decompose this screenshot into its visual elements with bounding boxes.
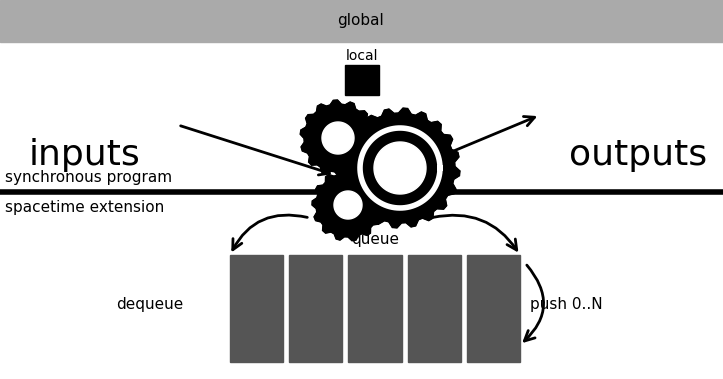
Polygon shape: [334, 191, 362, 219]
Text: local: local: [346, 49, 378, 63]
Bar: [0, 0, 723, 42]
Text: inputs: inputs: [29, 138, 141, 172]
Polygon shape: [374, 142, 426, 194]
Text: spacetime extension: spacetime extension: [5, 200, 164, 215]
Text: outputs: outputs: [569, 138, 707, 172]
Polygon shape: [322, 122, 354, 154]
Polygon shape: [340, 108, 460, 228]
Polygon shape: [312, 169, 384, 241]
Text: synchronous program: synchronous program: [5, 170, 172, 185]
Bar: [408, 255, 461, 362]
Bar: [348, 255, 401, 362]
Text: global: global: [338, 14, 385, 28]
Polygon shape: [300, 100, 376, 176]
Text: dequeue: dequeue: [116, 298, 184, 313]
Bar: [345, 65, 379, 95]
Bar: [467, 255, 520, 362]
Bar: [289, 255, 343, 362]
Text: queue: queue: [351, 232, 399, 247]
Bar: [230, 255, 283, 362]
Text: push 0..N: push 0..N: [530, 298, 603, 313]
